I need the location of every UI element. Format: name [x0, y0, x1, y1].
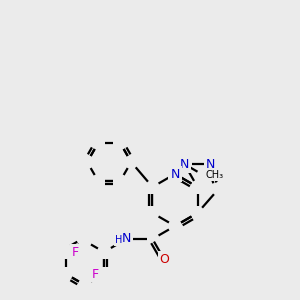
- Text: F: F: [71, 245, 78, 259]
- Text: N: N: [170, 167, 180, 181]
- Text: N: N: [180, 158, 189, 171]
- Text: H: H: [115, 235, 122, 245]
- Text: F: F: [92, 268, 98, 281]
- Text: O: O: [160, 253, 170, 266]
- Text: N: N: [206, 158, 215, 171]
- Text: CH₃: CH₃: [206, 170, 224, 180]
- Text: N: N: [122, 232, 131, 244]
